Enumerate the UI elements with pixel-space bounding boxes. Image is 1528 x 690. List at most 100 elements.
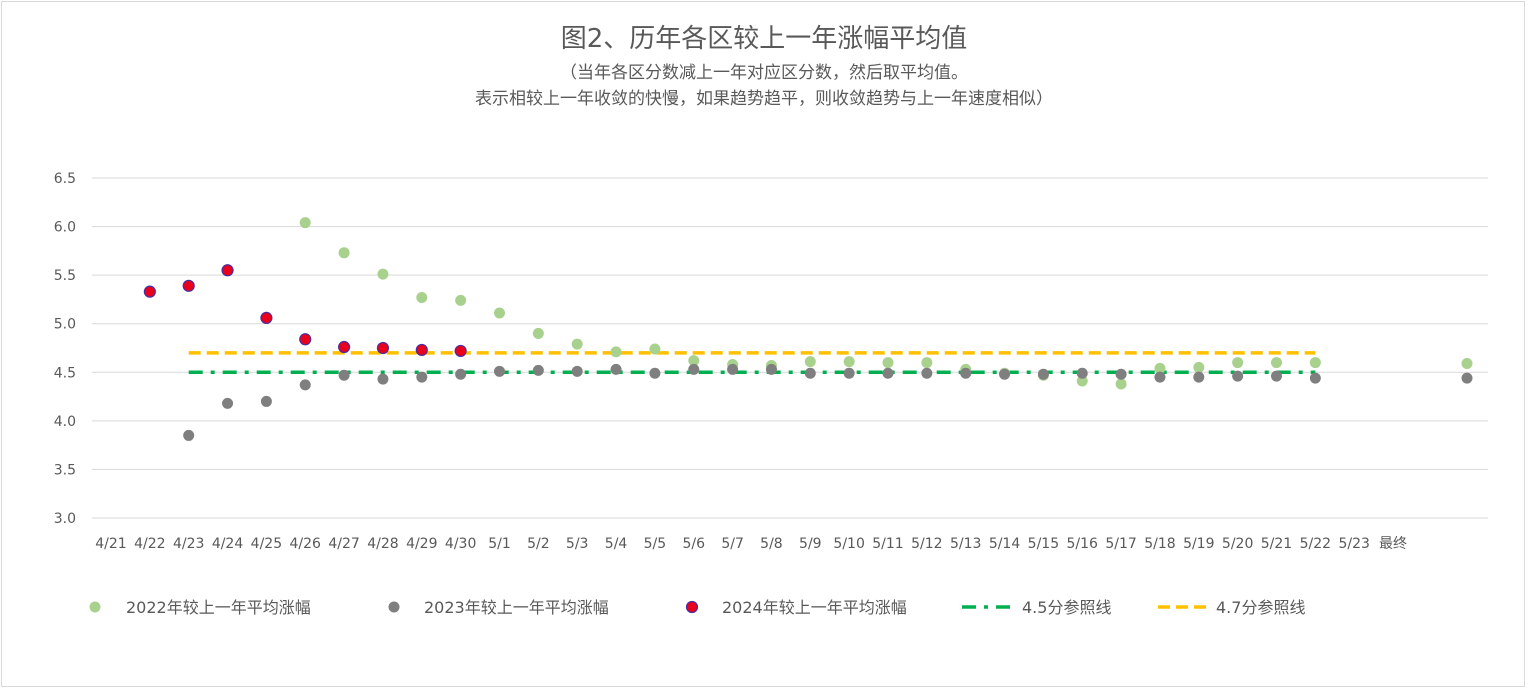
- data-point: [338, 340, 351, 354]
- data-point: [376, 341, 390, 355]
- legend-label: 2022年较上一年平均涨幅: [126, 598, 311, 617]
- x-tick-label: 4/22: [134, 536, 165, 552]
- x-tick-label: 4/21: [95, 536, 126, 552]
- y-tick-label: 5.0: [54, 317, 76, 333]
- x-tick-label: 5/17: [1105, 536, 1136, 552]
- y-tick-label: 6.5: [54, 171, 76, 187]
- data-point: [1193, 361, 1205, 373]
- x-tick-label: 5/16: [1067, 536, 1099, 552]
- data-point: [338, 369, 350, 381]
- data-point: [688, 363, 700, 375]
- data-point: [416, 291, 428, 303]
- data-point: [804, 367, 816, 379]
- data-point: [960, 367, 972, 379]
- data-point: [1232, 370, 1244, 382]
- x-tick-label: 5/19: [1183, 536, 1214, 552]
- x-tick-label: 4/28: [367, 536, 398, 552]
- data-point: [183, 429, 195, 441]
- data-point: [1076, 375, 1088, 387]
- data-point: [610, 363, 622, 375]
- data-point: [1193, 371, 1205, 383]
- data-point: [804, 356, 816, 368]
- x-tick-label: 4/25: [251, 536, 282, 552]
- chart-subtitle-line-2: 表示相较上一年收敛的快慢，如果趋势趋平，则收敛趋势与上一年速度相似）: [475, 89, 1053, 109]
- x-tick-label: 5/14: [989, 536, 1021, 552]
- x-tick-label: 4/30: [445, 536, 476, 552]
- x-tick-label: 5/7: [721, 536, 744, 552]
- x-tick-label: 4/26: [290, 536, 322, 552]
- data-point: [843, 367, 855, 379]
- x-tick-label: 5/15: [1028, 536, 1059, 552]
- x-tick-label: 5/3: [566, 536, 589, 552]
- x-tick-label: 4/24: [212, 536, 244, 552]
- x-tick-label: 4/27: [328, 536, 359, 552]
- x-tick-label: 5/10: [833, 536, 864, 552]
- data-point: [377, 373, 389, 385]
- data-point: [494, 307, 505, 319]
- x-tick-label: 5/8: [760, 536, 783, 552]
- data-point: [182, 279, 195, 292]
- data-point: [260, 311, 273, 324]
- data-point: [260, 395, 272, 407]
- data-point: [221, 264, 234, 277]
- data-point: [532, 364, 544, 376]
- x-tick-label: 5/12: [911, 536, 942, 552]
- x-tick-label: 5/5: [644, 536, 667, 552]
- data-point: [1309, 372, 1321, 384]
- data-point: [455, 294, 467, 306]
- data-point: [416, 371, 428, 383]
- data-point: [765, 363, 777, 375]
- legend-label: 2024年较上一年平均涨幅: [722, 598, 907, 617]
- data-point: [455, 368, 467, 380]
- legend-swatch-marker: [685, 600, 699, 614]
- x-tick-label: 5/9: [799, 536, 822, 552]
- data-point: [843, 356, 855, 368]
- data-point: [415, 343, 428, 357]
- data-point: [1461, 372, 1473, 384]
- y-tick-label: 4.0: [54, 414, 76, 430]
- data-point: [1271, 370, 1282, 382]
- legend-label: 2023年较上一年平均涨幅: [424, 598, 609, 617]
- x-tick-label: 4/23: [173, 536, 204, 552]
- data-point: [571, 338, 583, 350]
- data-point: [688, 355, 700, 367]
- x-tick-label: 4/29: [406, 536, 437, 552]
- x-tick-label: 5/11: [872, 536, 903, 552]
- chart-title: 图2、历年各区较上一年涨幅平均值: [560, 24, 968, 54]
- x-tick-label: 最终: [1379, 536, 1407, 552]
- x-tick-label: 5/6: [682, 536, 705, 552]
- data-point: [1232, 357, 1244, 369]
- y-tick-label: 6.0: [54, 220, 76, 236]
- data-point: [222, 397, 234, 409]
- data-point: [882, 357, 894, 369]
- legend-swatch-marker: [388, 601, 400, 613]
- y-tick-label: 5.5: [54, 268, 76, 284]
- legend-label: 4.7分参照线: [1216, 598, 1305, 617]
- data-point: [494, 365, 505, 377]
- data-point: [1076, 367, 1088, 379]
- data-point: [338, 247, 350, 259]
- data-point: [377, 268, 389, 280]
- data-point: [571, 365, 583, 377]
- data-point: [299, 217, 311, 229]
- data-point: [1461, 358, 1473, 370]
- data-point: [921, 367, 933, 379]
- y-tick-label: 4.5: [54, 365, 76, 381]
- x-tick-label: 5/18: [1144, 536, 1175, 552]
- data-point: [454, 344, 467, 358]
- x-tick-label: 5/20: [1222, 536, 1253, 552]
- x-tick-label: 5/4: [605, 536, 628, 552]
- y-tick-label: 3.5: [54, 462, 76, 478]
- data-point: [1309, 357, 1321, 369]
- chart-subtitle-line-1: （当年各区分数减上一年对应区分数，然后取平均值。: [560, 63, 968, 83]
- data-point: [1154, 362, 1166, 374]
- x-tick-label: 5/2: [527, 536, 550, 552]
- data-point: [649, 343, 661, 355]
- data-point: [299, 333, 312, 346]
- data-point: [999, 368, 1011, 380]
- data-point: [299, 379, 311, 391]
- data-point: [1115, 378, 1127, 390]
- x-tick-label: 5/22: [1300, 536, 1331, 552]
- y-tick-label: 3.0: [54, 511, 76, 527]
